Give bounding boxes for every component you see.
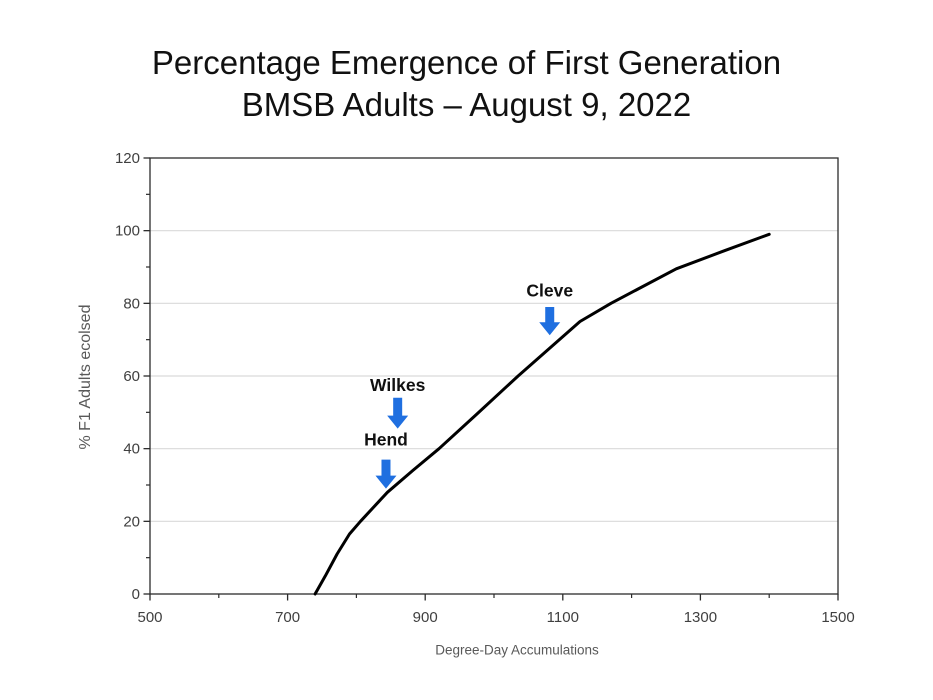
x-tick-label: 700 [275, 609, 300, 626]
y-tick-label: 100 [115, 223, 140, 240]
down-arrow-icon [539, 306, 561, 336]
y-tick-label: 60 [123, 368, 140, 385]
annotation-label: Hend [364, 430, 408, 450]
y-tick-label: 20 [123, 513, 140, 530]
chart-title-line-2: BMSB Adults – August 9, 2022 [241, 86, 692, 123]
y-tick-label: 80 [123, 295, 140, 312]
x-axis-title: Degree-Day Accumulations [435, 642, 599, 658]
annotation-wilkes: Wilkes [370, 375, 426, 429]
x-tick-label: 1500 [821, 609, 854, 626]
down-arrow-icon [387, 397, 409, 429]
x-tick-label: 500 [137, 609, 162, 626]
annotation-hend: Hend [364, 430, 408, 489]
x-tick-label: 1100 [547, 609, 579, 626]
x-tick-label: 1300 [684, 609, 717, 626]
x-tick-label: 900 [413, 609, 438, 626]
emergence-curve [313, 232, 771, 596]
y-axis-title: % F1 Adults ecolsed [77, 304, 94, 450]
y-tick-label: 120 [115, 150, 140, 167]
annotation-label: Wilkes [370, 375, 426, 395]
annotation-cleve: Cleve [526, 281, 573, 336]
chart-title: Percentage Emergence of First Generation… [0, 42, 933, 126]
y-tick-label: 40 [123, 441, 140, 458]
annotation-label: Cleve [526, 281, 573, 301]
down-arrow-icon [375, 459, 397, 489]
y-tick-label: 0 [132, 586, 140, 603]
chart-title-line-1: Percentage Emergence of First Generation [151, 44, 782, 81]
